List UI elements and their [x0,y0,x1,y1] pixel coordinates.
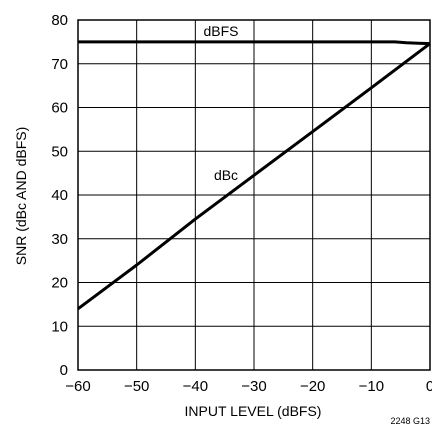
series-label-dbc: dBc [214,167,238,183]
series-label-dbfs-background [200,23,242,39]
x-tick-label: −30 [241,378,266,395]
y-tick-label: 10 [51,318,68,335]
x-tick-label: −60 [65,378,90,395]
tick-labels: −60 −50 −40 −30 −20 −10 0 0 10 20 30 40 50 60 70 80 [51,12,432,395]
series-lines [77,40,431,311]
y-tick-label: 0 [60,362,68,379]
y-tick-label: 70 [51,56,68,73]
x-tick-label: −50 [124,378,149,395]
dbc-line [77,42,431,311]
y-tick-label: 20 [51,275,68,292]
x-tick-label: −20 [300,378,325,395]
y-tick-label: 40 [51,187,68,204]
series-label-dbfs: dBFS [203,23,238,39]
y-tick-label: 30 [51,231,68,248]
figure-id: 2248 G13 [390,416,430,426]
y-tick-label: 80 [51,12,68,29]
plot-frame [77,19,431,371]
x-tick-label: −40 [183,378,208,395]
x-axis-label: INPUT LEVEL (dBFS) [185,403,322,419]
grid [77,19,431,371]
series-label-dbc-background [210,167,242,183]
y-tick-label: 50 [51,143,68,160]
x-tick-label: −10 [359,378,384,395]
y-tick-label: 60 [51,100,68,117]
x-tick-label: 0 [426,378,432,395]
y-axis-label: SNR (dBc AND dBFS) [13,127,29,265]
dbfs-line [78,40,431,46]
